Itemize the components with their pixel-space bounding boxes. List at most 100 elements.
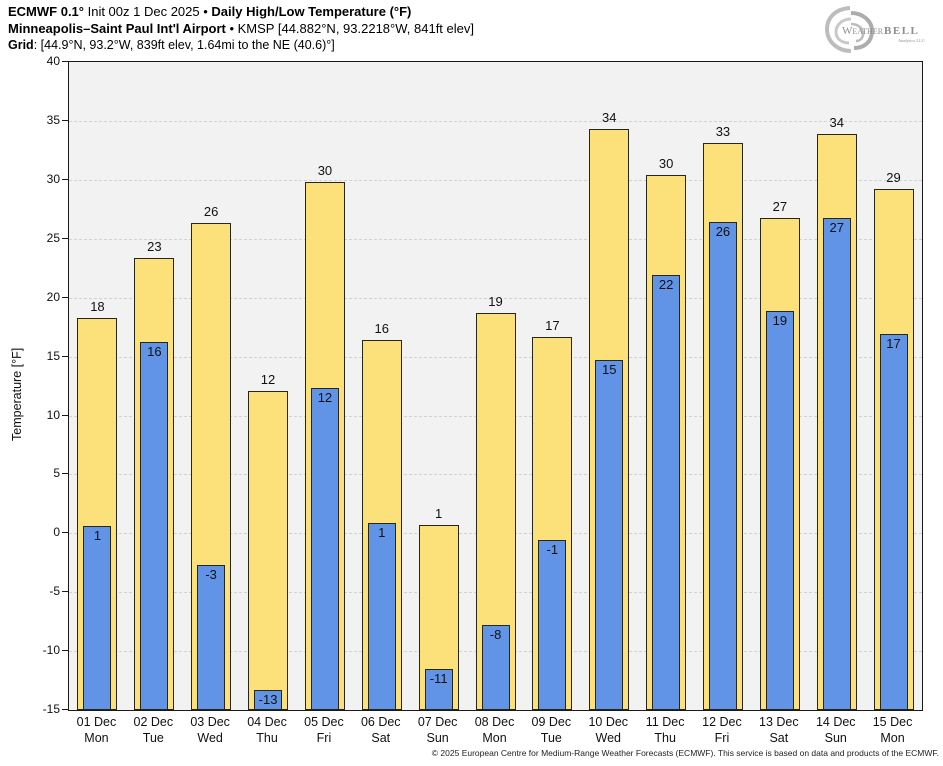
low-bar bbox=[709, 222, 737, 710]
low-value-label: 22 bbox=[658, 277, 674, 293]
y-axis-title: Temperature [°F] bbox=[10, 347, 24, 441]
x-tick-label: 12 Dec Fri bbox=[702, 715, 742, 745]
y-tick-label: 10 bbox=[46, 407, 60, 422]
low-bar bbox=[424, 668, 453, 710]
low-value-label: 26 bbox=[715, 224, 731, 240]
low-value-label: -1 bbox=[546, 542, 559, 558]
x-tick-label: 04 Dec Thu bbox=[247, 715, 287, 745]
high-value-label: 29 bbox=[886, 170, 901, 186]
header-title-segment: Daily High/Low Temperature (°F) bbox=[211, 4, 412, 19]
low-bar bbox=[765, 310, 794, 710]
header-station-segment: • KMSP [44.882°N, 93.2218°W, 841ft elev] bbox=[225, 21, 474, 36]
low-value-label: 19 bbox=[772, 312, 788, 328]
low-value-label: 1 bbox=[93, 528, 102, 544]
y-tick-mark bbox=[62, 650, 68, 652]
high-value-label: 17 bbox=[545, 317, 560, 333]
y-tick-label: 25 bbox=[46, 230, 60, 245]
high-value-label: 27 bbox=[772, 198, 788, 214]
y-tick-label: 20 bbox=[46, 289, 60, 304]
low-value-label: -3 bbox=[205, 567, 217, 583]
y-tick-mark bbox=[62, 591, 68, 593]
low-bar bbox=[481, 625, 510, 710]
low-bar bbox=[310, 388, 339, 710]
hurricane-swirl-icon bbox=[824, 6, 875, 53]
low-value-label: 16 bbox=[147, 344, 162, 360]
y-tick-label: 5 bbox=[53, 466, 60, 481]
high-value-label: 1 bbox=[435, 506, 443, 521]
low-bar bbox=[83, 526, 112, 710]
gridline bbox=[69, 238, 922, 240]
x-tick-label: 01 Dec Mon bbox=[76, 715, 117, 745]
y-tick-mark bbox=[62, 473, 68, 475]
low-bar bbox=[254, 690, 282, 710]
low-bar bbox=[652, 275, 681, 710]
y-tick-label: 35 bbox=[46, 112, 60, 127]
x-tick-label: 07 Dec Sun bbox=[417, 715, 458, 745]
x-tick-label: 05 Dec Fri bbox=[304, 715, 344, 745]
low-value-label: 15 bbox=[602, 362, 617, 378]
y-tick-label: -10 bbox=[42, 643, 60, 658]
x-tick-label: 14 Dec Sun bbox=[815, 715, 856, 745]
x-tick-label: 13 Dec Sat bbox=[759, 715, 799, 745]
low-bar bbox=[595, 360, 624, 710]
y-tick-mark bbox=[62, 355, 68, 357]
high-value-label: 33 bbox=[715, 124, 731, 140]
header-station-segment: Minneapolis–Saint Paul Int'l Airport bbox=[8, 21, 226, 36]
copyright-text: © 2025 European Centre for Medium-Range … bbox=[431, 748, 939, 758]
chart-grid-subtitle: Grid: [44.9°N, 93.2°W, 839ft elev, 1.64m… bbox=[8, 37, 474, 54]
y-tick-label: 15 bbox=[46, 348, 60, 363]
low-value-label: 1 bbox=[378, 524, 386, 540]
y-tick-label: -5 bbox=[49, 584, 60, 599]
x-tick-label: 02 Dec Tue bbox=[133, 715, 174, 745]
y-tick-label: 30 bbox=[46, 171, 60, 186]
y-tick-label: 40 bbox=[46, 54, 60, 68]
low-bar bbox=[140, 342, 169, 710]
header-grid-segment: : [44.9°N, 93.2°W, 839ft elev, 1.64mi to… bbox=[33, 38, 335, 52]
gridline bbox=[69, 120, 922, 122]
x-tick-label: 08 Dec Mon bbox=[474, 715, 515, 745]
low-bar bbox=[879, 334, 908, 710]
y-tick-mark bbox=[62, 119, 68, 121]
weatherbell-logo: WeatherBELL Analytics LLC bbox=[824, 6, 925, 53]
x-tick-label: 10 Dec Wed bbox=[588, 715, 629, 745]
high-value-label: 23 bbox=[147, 238, 162, 254]
gridline bbox=[69, 179, 922, 181]
y-tick-mark bbox=[62, 178, 68, 180]
low-value-label: 12 bbox=[317, 390, 333, 406]
low-value-label: -13 bbox=[258, 692, 278, 707]
y-tick-mark bbox=[62, 296, 68, 298]
y-tick-mark bbox=[62, 532, 68, 534]
low-bar bbox=[197, 565, 226, 710]
chart-station-subtitle: Minneapolis–Saint Paul Int'l Airport • K… bbox=[8, 20, 474, 37]
x-tick-label: 03 Dec Wed bbox=[190, 715, 230, 745]
logo-wordmark: WeatherBELL bbox=[842, 25, 919, 37]
low-value-label: -8 bbox=[489, 627, 502, 643]
chart-header: ECMWF 0.1° Init 00z 1 Dec 2025 • Daily H… bbox=[8, 3, 474, 54]
x-tick-label: 09 Dec Tue bbox=[531, 715, 572, 745]
y-tick-mark bbox=[62, 414, 68, 416]
chart-title: ECMWF 0.1° Init 00z 1 Dec 2025 • Daily H… bbox=[8, 3, 474, 20]
x-tick-label: 11 Dec Thu bbox=[645, 715, 685, 745]
y-tick-mark bbox=[62, 237, 68, 239]
header-title-segment: ECMWF 0.1° bbox=[8, 4, 84, 19]
low-bar bbox=[538, 540, 567, 710]
y-tick-mark bbox=[62, 709, 68, 710]
header-title-segment: Init 00z 1 Dec 2025 • bbox=[83, 4, 212, 19]
high-value-label: 34 bbox=[602, 110, 617, 126]
low-value-label: 17 bbox=[886, 336, 901, 352]
high-value-label: 18 bbox=[90, 298, 105, 314]
x-tick-label: 06 Dec Sat bbox=[360, 715, 401, 745]
high-value-label: 16 bbox=[374, 321, 389, 337]
gridline bbox=[69, 297, 922, 299]
high-value-label: 30 bbox=[658, 156, 674, 172]
x-tick-label: 15 Dec Mon bbox=[872, 715, 913, 745]
high-value-label: 26 bbox=[203, 204, 219, 220]
low-value-label: 27 bbox=[829, 219, 844, 235]
logo-subtext: Analytics LLC bbox=[898, 38, 925, 43]
plot-area: 18 1 23 16 26 -3 12 -13 30 12 16 1 1 -11 19 -8 17 -1 34 15 3… bbox=[68, 61, 923, 711]
low-value-label: -11 bbox=[429, 670, 448, 686]
low-bar bbox=[367, 522, 396, 710]
low-bar bbox=[822, 217, 851, 710]
high-value-label: 34 bbox=[829, 114, 844, 130]
